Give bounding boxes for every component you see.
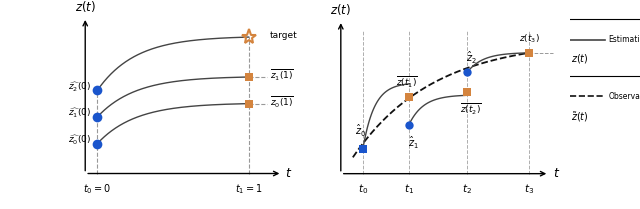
Text: $t_2$: $t_2$ bbox=[462, 182, 472, 196]
Text: $t_3$: $t_3$ bbox=[524, 182, 534, 196]
Text: Observation: Observation bbox=[609, 92, 640, 101]
Text: $\overline{z(t_2)}$: $\overline{z(t_2)}$ bbox=[460, 102, 482, 117]
Text: $t_1 = 1$: $t_1 = 1$ bbox=[235, 182, 263, 196]
Text: $\tilde{z}(t)$: $\tilde{z}(t)$ bbox=[572, 110, 589, 124]
Text: $\overline{z_1(1)}$: $\overline{z_1(1)}$ bbox=[270, 68, 294, 83]
Text: $t$: $t$ bbox=[285, 167, 292, 180]
Text: $\hat{z}_1$: $\hat{z}_1$ bbox=[408, 135, 419, 150]
Text: $z(t_3)$: $z(t_3)$ bbox=[519, 32, 540, 45]
Text: $t_0$: $t_0$ bbox=[358, 182, 368, 196]
Text: $t_1$: $t_1$ bbox=[404, 182, 414, 196]
Text: Estimation: Estimation bbox=[609, 35, 640, 44]
Text: $\overline{z(t_1)}$: $\overline{z(t_1)}$ bbox=[396, 75, 418, 90]
Text: $z(t)$: $z(t)$ bbox=[75, 0, 96, 14]
Text: $t_0 = 0$: $t_0 = 0$ bbox=[83, 182, 111, 196]
Text: target: target bbox=[270, 31, 298, 40]
Text: $\hat{z}_2$: $\hat{z}_2$ bbox=[466, 50, 476, 66]
Text: $z(t)$: $z(t)$ bbox=[330, 2, 351, 17]
Text: $\overline{z_0(1)}$: $\overline{z_0(1)}$ bbox=[270, 94, 294, 110]
Text: $t$: $t$ bbox=[553, 167, 561, 180]
Text: $z(t)$: $z(t)$ bbox=[572, 52, 589, 65]
Text: $\hat{z}_0$: $\hat{z}_0$ bbox=[355, 123, 367, 139]
Text: $\widehat{z_0}(0)$: $\widehat{z_0}(0)$ bbox=[68, 134, 92, 147]
Text: $\widehat{z_1}(0)$: $\widehat{z_1}(0)$ bbox=[68, 107, 92, 120]
Text: $\widehat{z_2}(0)$: $\widehat{z_2}(0)$ bbox=[68, 80, 92, 94]
